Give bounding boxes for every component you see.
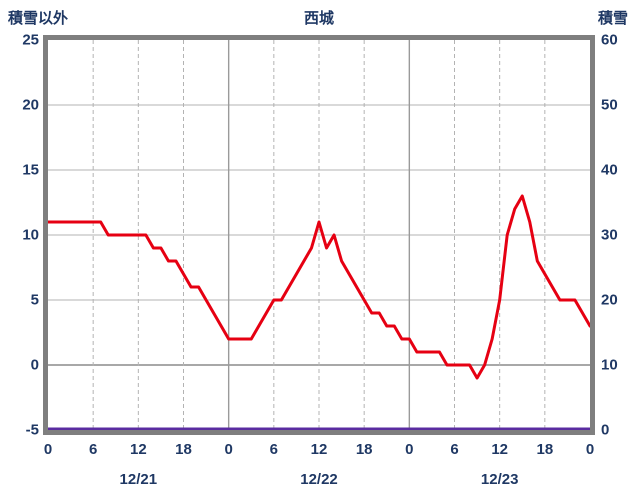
- left-tick-label: 15: [22, 161, 39, 179]
- right-tick-label: 10: [601, 356, 618, 374]
- bottom-hour-label: 6: [450, 441, 459, 458]
- right-tick-label: 0: [601, 421, 610, 439]
- day-label: 12/21: [119, 471, 158, 488]
- bottom-hour-label: 6: [269, 441, 278, 458]
- left-tick-label: 10: [22, 226, 39, 244]
- bottom-hour-label: 12: [491, 441, 508, 458]
- left-tick-label: 20: [22, 96, 39, 114]
- plot-area: [48, 40, 590, 430]
- day-label: 12/23: [480, 471, 519, 488]
- day-label: 12/22: [300, 471, 338, 488]
- chart-title: 西城: [303, 10, 334, 27]
- bottom-hour-label: 18: [355, 441, 373, 458]
- left-axis-title: 積雪以外: [8, 10, 69, 27]
- bottom-hour-label: 18: [175, 441, 192, 458]
- left-tick-label: 0: [30, 356, 39, 374]
- bottom-hour-label: 0: [43, 441, 53, 458]
- bottom-hour-label: 18: [536, 441, 554, 458]
- bottom-hour-label: 12: [129, 441, 147, 458]
- bottom-hour-label: 0: [585, 441, 595, 458]
- right-tick-label: 50: [601, 96, 618, 114]
- left-tick-label: -5: [25, 421, 39, 439]
- left-tick-label: 25: [22, 31, 39, 49]
- right-tick-label: 30: [601, 226, 618, 244]
- temperature-line: [48, 194, 590, 380]
- bottom-hour-label: 0: [224, 441, 233, 458]
- left-tick-label: 5: [30, 291, 39, 309]
- bottom-hour-label: 6: [88, 441, 98, 458]
- bottom-hour-label: 12: [310, 441, 328, 458]
- right-axis-title: 積雪: [597, 10, 628, 27]
- right-tick-label: 20: [601, 291, 618, 309]
- right-tick-label: 40: [601, 161, 618, 179]
- bottom-hour-label: 0: [405, 441, 414, 458]
- right-tick-label: 60: [601, 31, 618, 49]
